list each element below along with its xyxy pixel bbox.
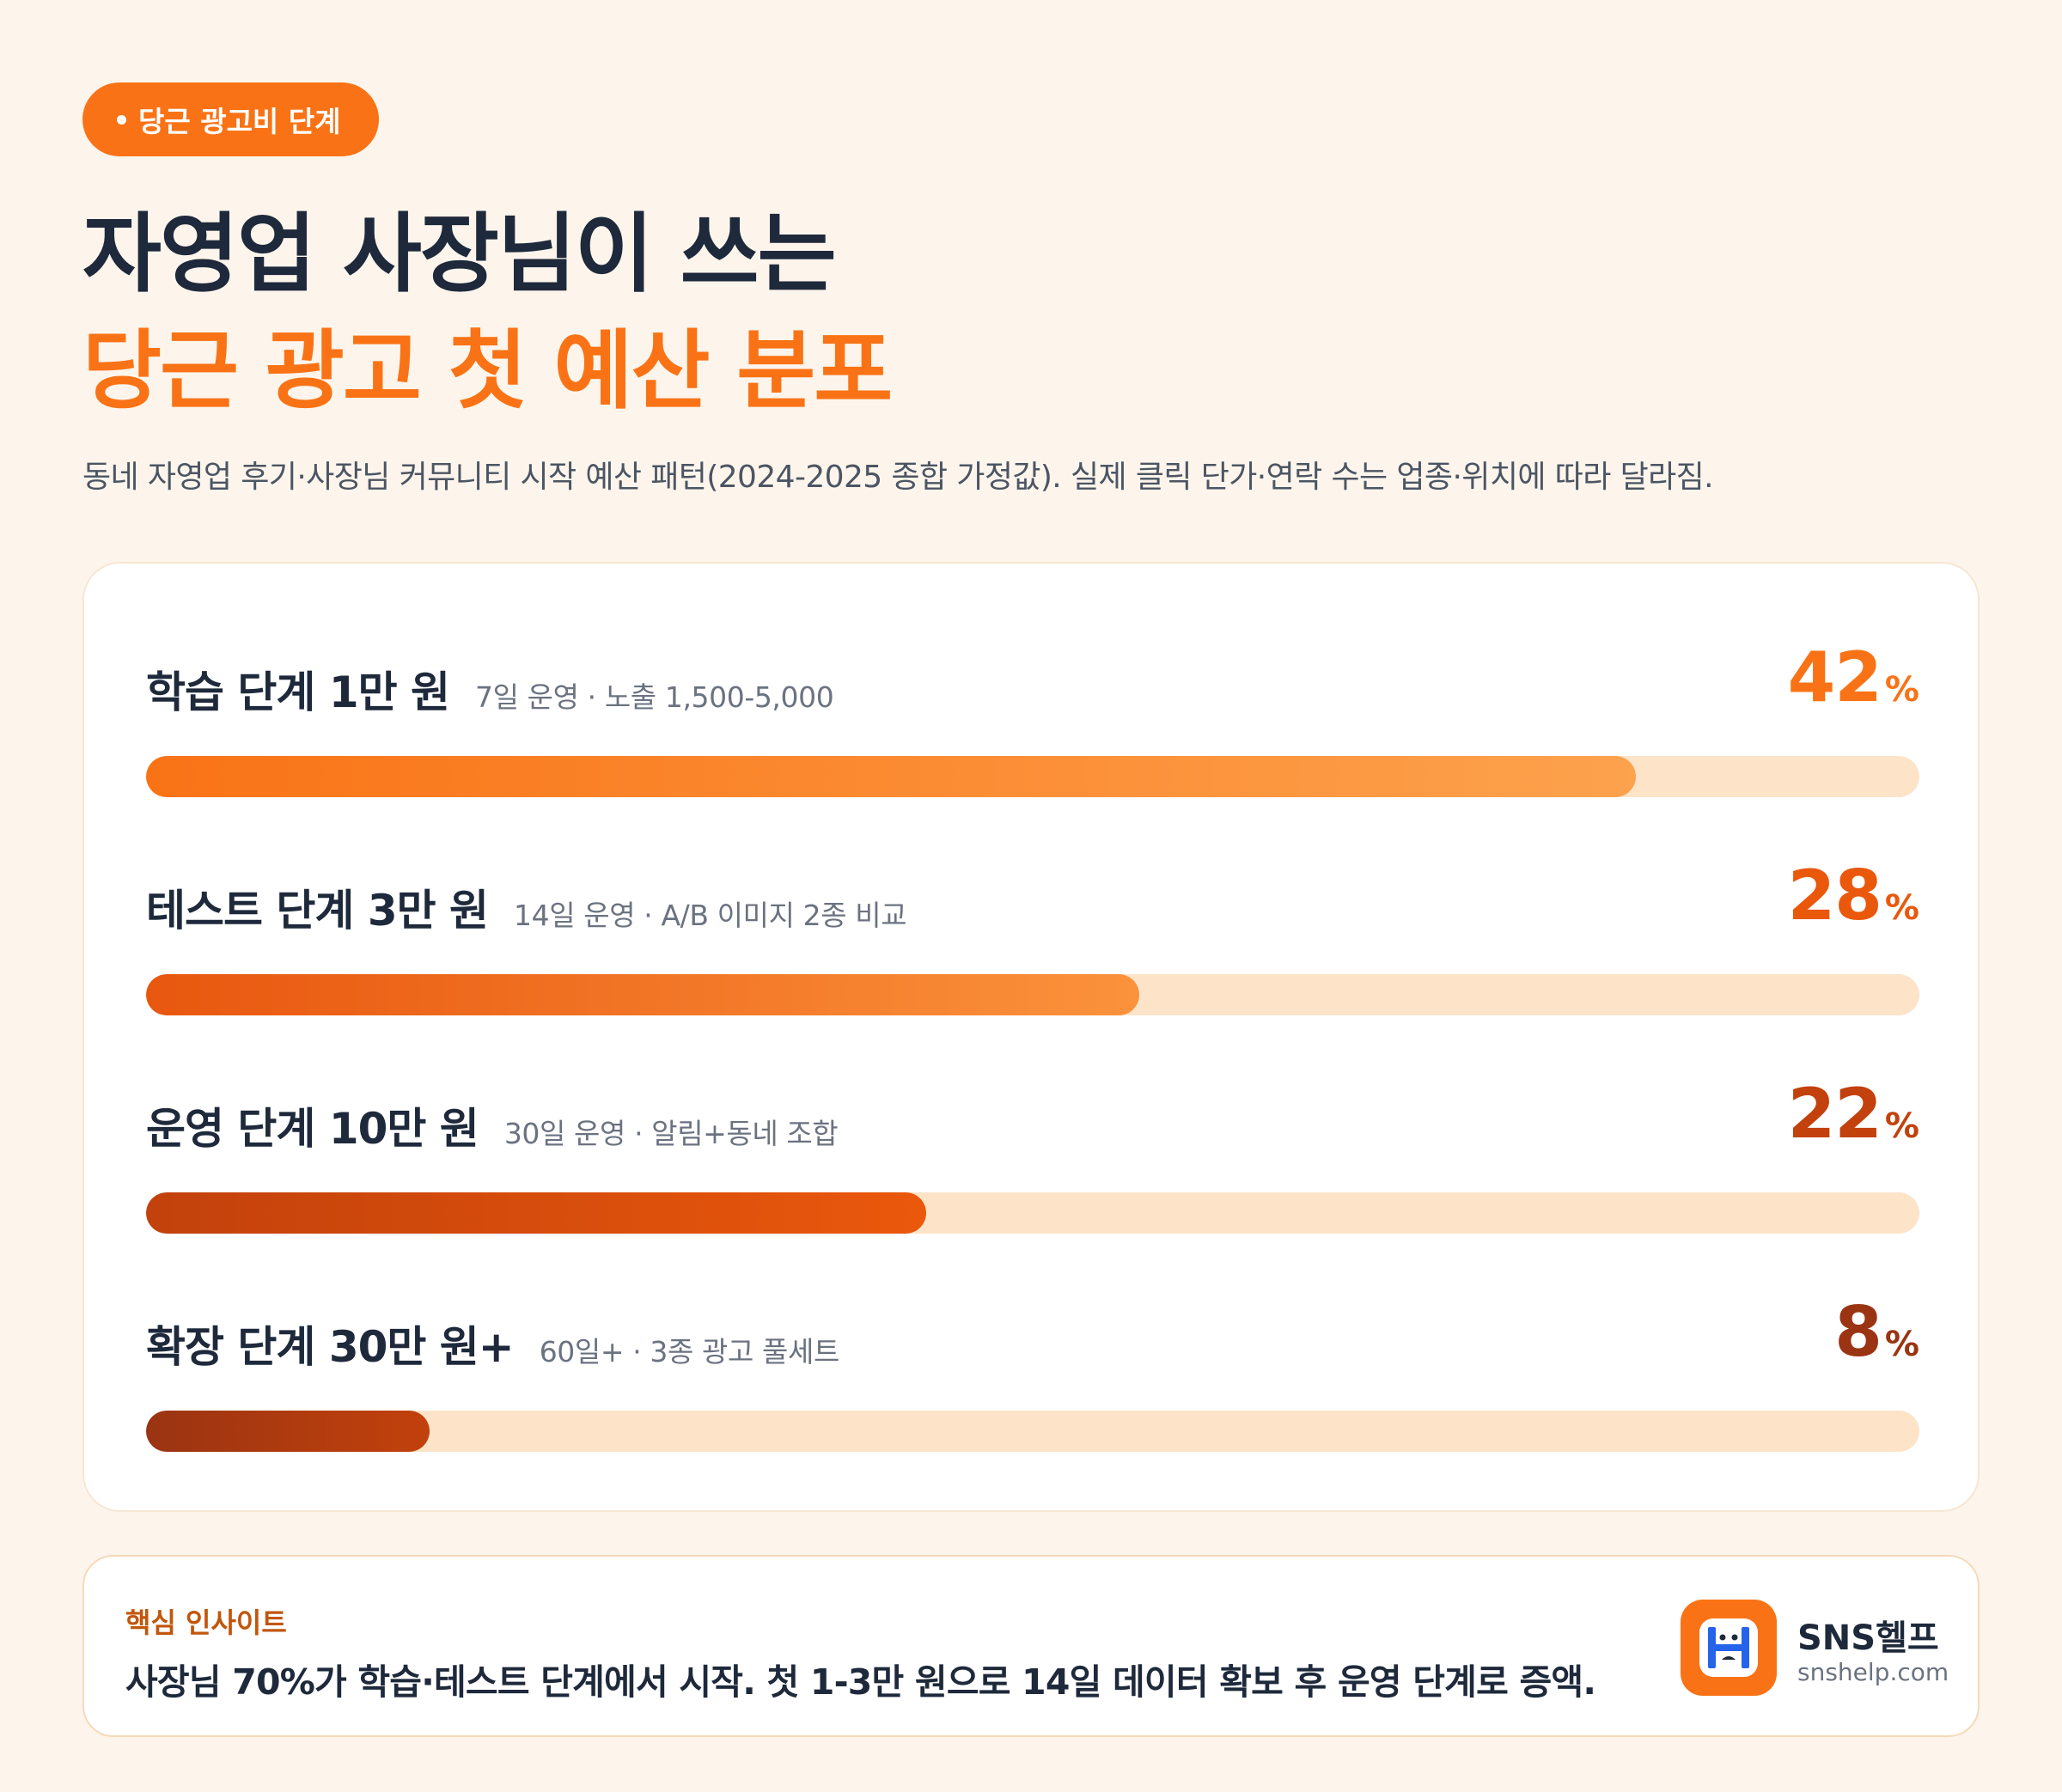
chart-row: 운영 단계 10만 원 30일 운영 · 알림+동네 조합 22 %: [146, 1000, 1919, 1234]
row-value: 42 %: [1788, 637, 1919, 717]
row-sublabel: 7일 운영 · 노출 1,500-5,000: [475, 680, 834, 714]
insight-text: 사장님 70%가 학습·테스트 단계에서 시작. 첫 1-3만 원으로 14일 …: [125, 1661, 1596, 1703]
subtitle: 동네 자영업 후기·사장님 커뮤니티 시작 예산 패턴(2024-2025 종합…: [82, 460, 1714, 495]
row-value: 28 %: [1788, 856, 1919, 936]
budget-chart-card: 학습 단계 1만 원 7일 운영 · 노출 1,500-5,000 42 % 테…: [82, 562, 1980, 1512]
bar-track: [146, 756, 1919, 797]
row-label: 운영 단계 10만 원: [146, 1104, 479, 1154]
row-value-unit: %: [1884, 1325, 1919, 1364]
badge-label: 당근 광고비 단계: [138, 105, 341, 138]
bar-fill: [146, 974, 1139, 1015]
row-label: 테스트 단계 3만 원: [146, 886, 489, 936]
row-label-group: 운영 단계 10만 원 30일 운영 · 알림+동네 조합: [146, 1094, 839, 1156]
row-value-number: 8: [1834, 1292, 1882, 1372]
chart-row: 테스트 단계 3만 원 14일 운영 · A/B 이미지 2종 비교 28 %: [146, 782, 1919, 1015]
brand-url: snshelp.com: [1797, 1658, 1949, 1686]
badge-dot: [117, 114, 126, 125]
bar-track: [146, 1192, 1919, 1234]
insight-label: 핵심 인사이트: [125, 1606, 287, 1639]
bar-fill: [146, 1192, 927, 1234]
bar-track: [146, 974, 1919, 1015]
row-label-group: 학습 단계 1만 원 7일 운영 · 노출 1,500-5,000: [146, 658, 834, 720]
title-line2: 당근 광고 첫 예산 분포: [82, 320, 893, 421]
bar-fill: [146, 756, 1636, 797]
page-title: 자영업 사장님이 쓰는 당근 광고 첫 예산 분포: [82, 196, 893, 430]
row-label-group: 테스트 단계 3만 원 14일 운영 · A/B 이미지 2종 비교: [146, 876, 907, 938]
row-value-number: 42: [1787, 637, 1882, 717]
row-sublabel: 14일 운영 · A/B 이미지 2종 비교: [514, 899, 907, 932]
row-label-group: 확장 단계 30만 원+ 60일+ · 3종 광고 풀세트: [146, 1313, 839, 1374]
row-value: 22 %: [1788, 1074, 1919, 1154]
snshelp-logo-icon: [1681, 1600, 1777, 1696]
bar-fill: [146, 1411, 430, 1452]
category-badge: 당근 광고비 단계: [82, 82, 379, 156]
row-value-unit: %: [1884, 670, 1919, 710]
chart-row: 확장 단계 30만 원+ 60일+ · 3종 광고 풀세트 8 %: [146, 1218, 1919, 1452]
title-line1: 자영업 사장님이 쓰는: [82, 204, 837, 304]
row-value-unit: %: [1884, 888, 1919, 928]
row-label: 학습 단계 1만 원: [146, 667, 450, 717]
row-label: 확장 단계 30만 원+: [146, 1322, 515, 1372]
chart-row: 학습 단계 1만 원 7일 운영 · 노출 1,500-5,000 42 %: [146, 564, 1919, 797]
brand-name: SNS헬프: [1797, 1618, 1939, 1658]
row-value-unit: %: [1884, 1106, 1919, 1146]
insight-card: 핵심 인사이트 사장님 70%가 학습·테스트 단계에서 시작. 첫 1-3만 …: [82, 1555, 1980, 1737]
row-value: 8 %: [1834, 1292, 1919, 1372]
bar-track: [146, 1411, 1919, 1452]
logo-glyph: [1699, 1618, 1758, 1677]
row-value-number: 22: [1787, 1074, 1882, 1154]
row-value-number: 28: [1787, 856, 1882, 936]
row-sublabel: 30일 운영 · 알림+동네 조합: [503, 1117, 839, 1150]
row-sublabel: 60일+ · 3종 광고 풀세트: [539, 1335, 840, 1368]
